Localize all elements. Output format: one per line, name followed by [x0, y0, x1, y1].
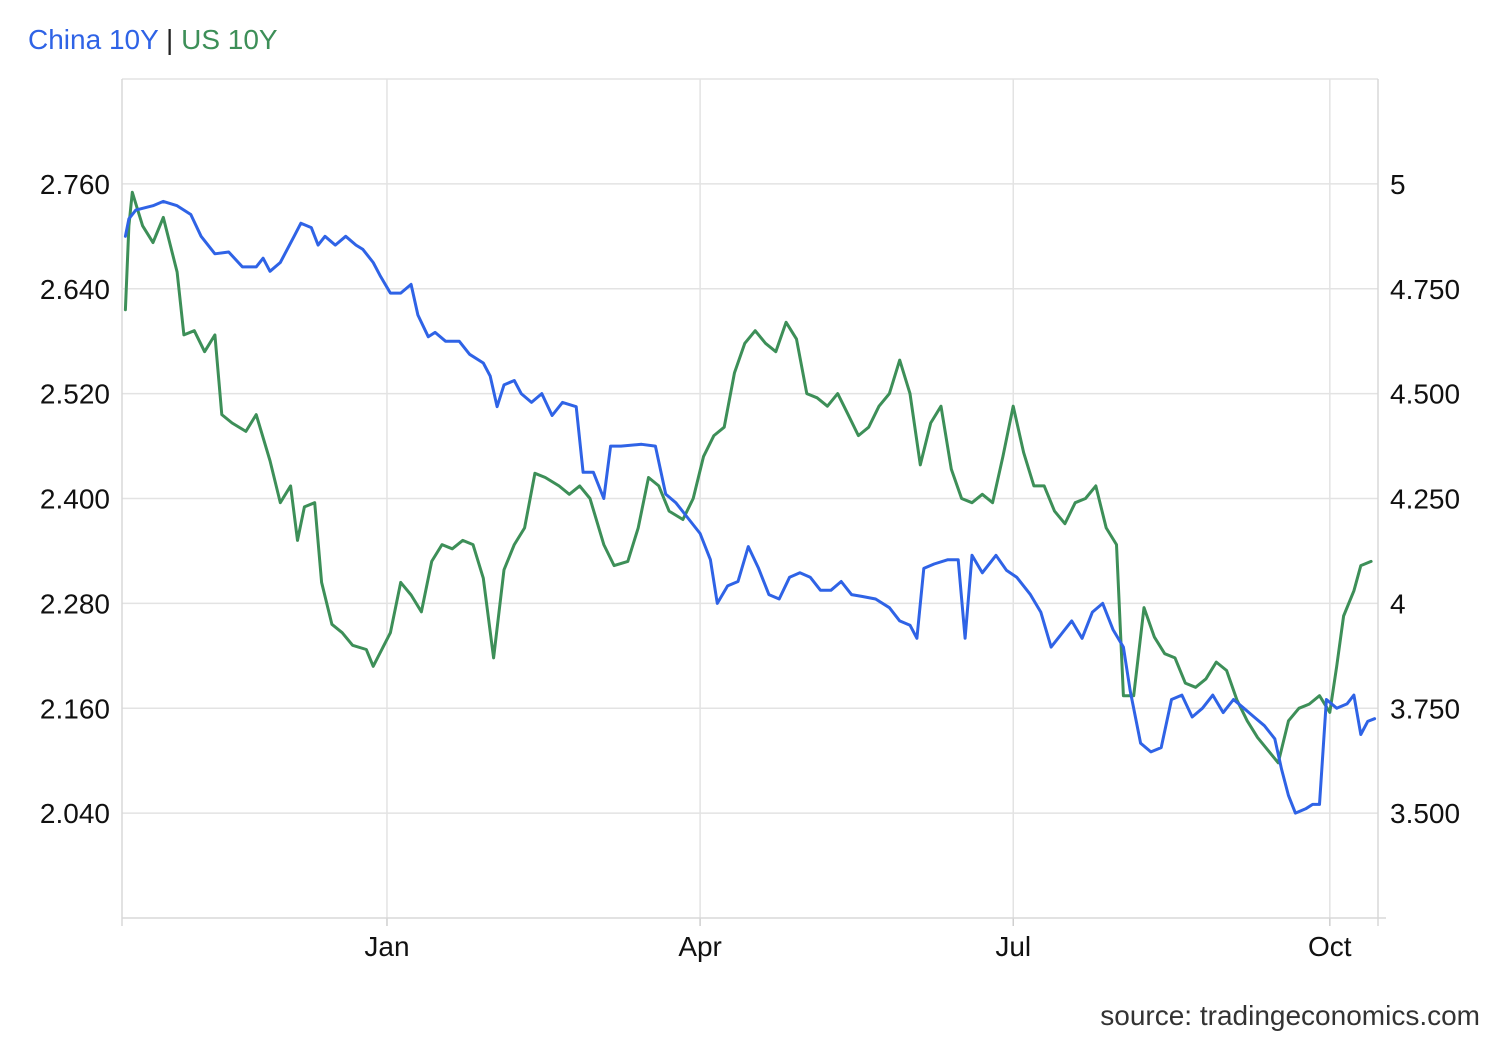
y-left-tick-label: 2.040: [40, 798, 110, 829]
y-right-tick-label: 5: [1390, 169, 1406, 200]
y-left-tick-label: 2.280: [40, 588, 110, 619]
y-right-tick-label: 4: [1390, 588, 1406, 619]
chart-legend: China 10Y | US 10Y: [28, 24, 278, 56]
legend-separator: |: [166, 24, 174, 55]
source-credit[interactable]: source: tradingeconomics.com: [1100, 1000, 1480, 1031]
chart-series: [123, 190, 1377, 815]
y-left-tick-label: 2.400: [40, 484, 110, 515]
y-axis-right-labels: 5 4.750 4.500 4.250 4 3.750 3.500: [1390, 169, 1460, 829]
x-axis-labels: Jan Apr Jul Oct: [364, 931, 1351, 962]
x-tick-label: Oct: [1308, 931, 1352, 962]
y-right-tick-label: 4.750: [1390, 274, 1460, 305]
y-axis-left-labels: 2.760 2.640 2.520 2.400 2.280 2.160 2.040: [40, 169, 110, 829]
x-tick-label: Apr: [678, 931, 722, 962]
chart-grid: [122, 78, 1378, 918]
line-chart: 2.760 2.640 2.520 2.400 2.280 2.160 2.040 5 4.7…: [40, 78, 1460, 962]
y-right-tick-label: 3.500: [1390, 798, 1460, 829]
y-right-tick-label: 3.750: [1390, 693, 1460, 724]
chart-axes: [121, 79, 1386, 926]
series-line-us-10y: [123, 190, 1373, 765]
y-left-tick-label: 2.520: [40, 379, 110, 410]
y-left-tick-label: 2.760: [40, 169, 110, 200]
x-tick-label: Jul: [995, 931, 1031, 962]
y-right-tick-label: 4.500: [1390, 379, 1460, 410]
series-line-china-10y: [123, 199, 1377, 815]
legend-us-10y[interactable]: US 10Y: [181, 24, 278, 55]
y-left-tick-label: 2.160: [40, 693, 110, 724]
y-right-tick-label: 4.250: [1390, 484, 1460, 515]
legend-china-10y[interactable]: China 10Y: [28, 24, 159, 55]
y-left-tick-label: 2.640: [40, 274, 110, 305]
x-tick-label: Jan: [364, 931, 409, 962]
